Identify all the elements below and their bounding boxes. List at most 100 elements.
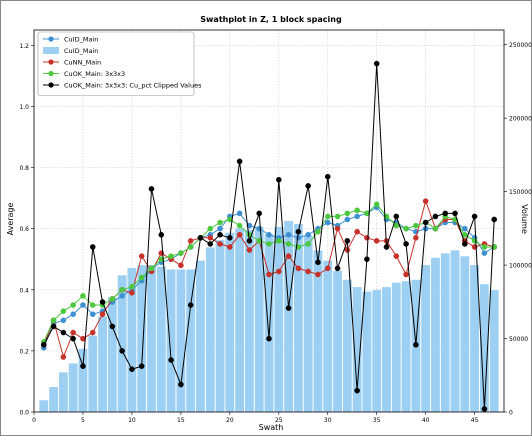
line-series-2 (40, 201, 498, 345)
series-point (295, 228, 302, 235)
series-point (207, 225, 214, 232)
volume-bar (333, 270, 342, 412)
series-point (266, 271, 272, 278)
volume-bar (470, 265, 480, 412)
y2-tick-label: 50000 (509, 336, 528, 343)
series-point (187, 244, 194, 250)
y2-tick-label: 150000 (509, 189, 532, 196)
volume-bar (225, 232, 235, 412)
volume-bar (401, 281, 411, 412)
series-point (60, 354, 67, 360)
axes: 0.0 0.2 0.4 0.6 0.8 1.0 1.2 0 5 10 15 20 25 30 35 40 45 0… (19, 29, 532, 424)
volume-bar (98, 316, 107, 412)
series-point (178, 250, 184, 256)
x-tick-label: 0 (32, 417, 36, 424)
volume-bar (293, 223, 303, 412)
volume-bar (391, 282, 401, 412)
series-point (89, 311, 96, 318)
series-point (246, 247, 253, 253)
series-point (305, 231, 311, 238)
x-tick-label: 45 (471, 417, 479, 424)
volume-bar (352, 287, 362, 412)
series-point (393, 213, 400, 220)
series-point (70, 335, 76, 342)
legend-marker (48, 82, 54, 88)
volume-bar (480, 284, 489, 412)
x-tick-label: 35 (373, 417, 381, 424)
series-point (413, 222, 419, 229)
series-point (285, 253, 292, 259)
series-point (295, 265, 302, 272)
series-point (413, 235, 419, 241)
series-point (236, 210, 243, 217)
series-point (80, 302, 86, 308)
series-point (138, 253, 145, 259)
series-point (217, 225, 223, 232)
series-point (236, 158, 243, 165)
volume-bar (196, 260, 205, 412)
y-tick-label: 0.6 (19, 226, 29, 233)
series-point (148, 186, 155, 192)
series-point (70, 329, 76, 336)
volume-bar (362, 291, 372, 412)
volume-bar (186, 269, 196, 412)
series-point (119, 286, 125, 293)
series-point (266, 335, 272, 342)
volume-bar (450, 250, 460, 412)
series-point (491, 216, 498, 223)
legend-label: CuID_Main (64, 36, 98, 44)
y2-tick-label: 0 (509, 410, 513, 417)
series-point (413, 341, 419, 348)
series-point (315, 228, 321, 235)
series-point (334, 225, 341, 232)
series-point (364, 256, 370, 263)
series-point (99, 311, 106, 318)
series-point (324, 213, 331, 220)
legend-entry: CuNN_Main (43, 59, 101, 67)
series-point (393, 253, 400, 259)
series-point (373, 201, 380, 207)
y2-tick-label: 200000 (509, 116, 532, 123)
series-point (471, 238, 478, 244)
series-point (129, 290, 135, 296)
series-point (129, 366, 135, 373)
series-point (462, 241, 468, 247)
series-point (119, 293, 125, 299)
series-point (246, 238, 253, 244)
series-point (148, 265, 155, 272)
volume-bar (235, 228, 245, 412)
volume-bar (489, 290, 499, 412)
series-point (187, 238, 194, 244)
volume-bar (460, 256, 470, 412)
series-point (422, 198, 429, 204)
series-point (109, 323, 116, 330)
volume-bar (382, 287, 391, 412)
series-point (344, 238, 351, 244)
series-point (60, 308, 67, 314)
volume-bar (254, 226, 264, 412)
volume-bar (166, 269, 176, 412)
series-point (236, 231, 243, 238)
volume-bar (78, 348, 88, 412)
x-tick-label: 5 (81, 417, 85, 424)
volume-bar (147, 265, 156, 412)
series-point (158, 256, 165, 263)
legend-marker (48, 70, 54, 77)
series-point (305, 268, 311, 275)
volume-bar (39, 400, 49, 412)
y-tick-label: 1.2 (19, 43, 29, 50)
series-point (89, 302, 96, 308)
volume-bar (127, 268, 137, 412)
series-point (422, 219, 429, 226)
y-tick-label: 1.0 (19, 104, 29, 111)
line-series-3 (40, 60, 498, 412)
volume-bar (176, 269, 186, 412)
series-point (334, 265, 341, 272)
series-point (266, 231, 272, 238)
volume-bar (156, 266, 166, 412)
volume-bar (421, 265, 431, 412)
series-point (354, 228, 360, 235)
volume-bar (431, 257, 440, 412)
series-point (89, 244, 96, 250)
series-point (324, 173, 331, 180)
